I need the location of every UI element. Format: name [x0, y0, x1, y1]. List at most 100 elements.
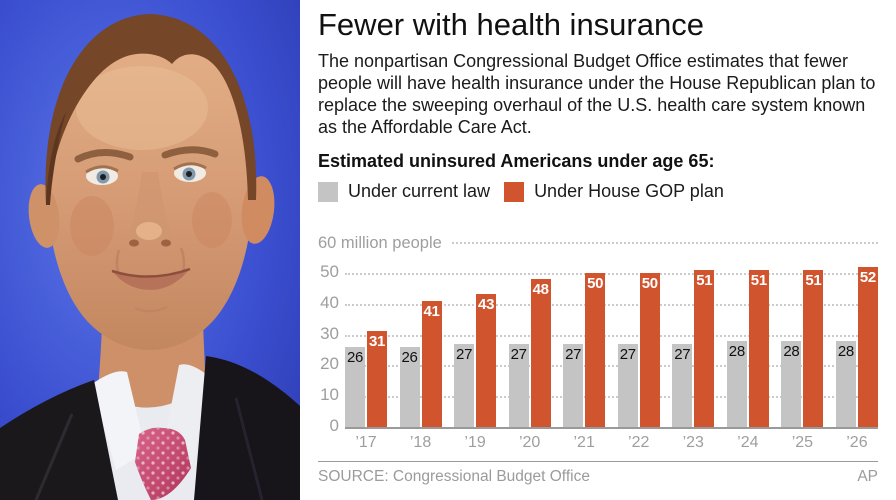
bar-current-law: 28 [781, 340, 802, 427]
x-axis-labels: ’17 ’18 ’19 ’20 ’21 ’22 ’23 ’24 ’25 ’26 [345, 434, 878, 452]
gridline [345, 365, 878, 368]
bar-current-law: 27 [563, 343, 584, 427]
bar-group: 27 43 [454, 294, 497, 427]
bar-value-label: 27 [619, 345, 636, 363]
speaker-photo [0, 0, 300, 500]
legend-swatch-gray [318, 181, 338, 202]
hair-side-left [46, 112, 66, 205]
left-eyelid [85, 165, 119, 174]
graphic-title: Fewer with health insurance [318, 7, 704, 42]
bar-group: 27 51 [672, 269, 715, 427]
bar-gop-plan: 41 [421, 300, 442, 427]
y-tick-label: 20 [320, 354, 339, 374]
left-nostril [129, 239, 139, 247]
right-eyelid [173, 162, 207, 171]
bar-gop-plan: 51 [748, 269, 769, 427]
y-tick-label: 30 [320, 323, 339, 343]
suit-left-shoulder [0, 380, 118, 500]
left-ear [28, 184, 60, 248]
bar-value-label: 27 [510, 345, 527, 363]
bar-current-law: 27 [617, 343, 638, 427]
bar-group: 28 52 [835, 266, 878, 427]
chart-heading: Estimated uninsured Americans under age … [318, 151, 715, 171]
bar-value-label: 51 [750, 271, 767, 289]
bar-value-label: 28 [783, 342, 800, 360]
bar-gop-plan: 48 [530, 279, 551, 427]
forehead-highlight [76, 66, 208, 150]
bar-gop-plan: 51 [803, 269, 824, 427]
bar-value-label: 41 [423, 302, 440, 320]
portrait-illustration [0, 0, 300, 500]
x-tick-label: ’26 [846, 434, 868, 451]
gridline [345, 242, 878, 244]
right-eyebrow [161, 146, 219, 159]
x-tick-label: ’23 [682, 434, 704, 451]
left-eye-pupil [100, 174, 106, 180]
chart-legend: Under current law Under House GOP plan [318, 181, 878, 202]
bar-value-label: 31 [368, 333, 386, 351]
bar-value-label: 48 [532, 281, 549, 298]
bar-gop-plan: 50 [639, 272, 660, 427]
credit-text: AP [857, 468, 878, 485]
x-tick-label: ’24 [737, 434, 759, 451]
y-tick-label: 10 [320, 385, 339, 405]
suit-right-shoulder [194, 356, 300, 500]
bar-value-label: 43 [478, 296, 495, 314]
mouth [113, 270, 189, 290]
bar-gop-plan: 50 [585, 272, 606, 427]
legend-swatch-orange [504, 181, 525, 202]
bar-group: 26 41 [399, 300, 442, 427]
bar-group: 26 31 [345, 331, 387, 427]
chart-plot: 60 million people 26 31 26 41 27 43 27 48 27 50 27… [318, 234, 878, 435]
bar-gop-plan: 51 [694, 269, 715, 427]
bar-value-label: 27 [674, 345, 691, 363]
gridline [345, 334, 878, 337]
y-tick-label: 40 [320, 292, 339, 312]
bar-group: 28 51 [781, 269, 824, 427]
bars-row: 26 31 26 41 27 43 27 48 27 50 27 50 27 51 28 51 28 51 28 52 [345, 244, 878, 427]
bar-current-law: 26 [399, 346, 420, 427]
graphic-description: The nonpartisan Congressional Budget Off… [318, 51, 876, 137]
bar-group: 27 50 [563, 272, 606, 427]
bar-value-label: 51 [805, 271, 822, 289]
shirt-collar-left [92, 371, 146, 470]
bar-current-law: 28 [726, 340, 747, 427]
lip-line [111, 267, 191, 278]
bar-value-label: 51 [696, 271, 713, 289]
legend-label-gop-plan: Under House GOP plan [534, 181, 724, 201]
suit-lapel-line-right [234, 397, 264, 500]
gridline [345, 396, 878, 399]
bar-value-label: 50 [641, 274, 658, 292]
bar-group: 27 48 [508, 279, 551, 427]
legend-item-current-law: Under current law [318, 181, 490, 202]
source-text: SOURCE: Congressional Budget Office [318, 468, 590, 485]
bar-gop-plan: 52 [857, 266, 878, 427]
bar-value-label: 27 [456, 345, 473, 363]
suit-lapel-line [34, 413, 74, 500]
bar-current-law: 27 [508, 343, 529, 427]
bar-value-label: 28 [837, 342, 854, 360]
chin-crease [134, 306, 168, 313]
right-eye-pupil [186, 171, 192, 177]
bar-current-law: 27 [672, 343, 693, 427]
x-tick-label: ’21 [573, 434, 595, 451]
bar-current-law: 26 [345, 346, 365, 427]
hair [45, 14, 257, 205]
source-row: SOURCE: Congressional Budget Office AP [318, 468, 878, 486]
bar-current-law: 27 [454, 343, 475, 427]
x-tick-label: ’22 [628, 434, 650, 451]
x-tick-label: ’20 [518, 434, 541, 451]
tie-pattern [135, 427, 191, 500]
y-tick-label: 0 [329, 416, 339, 435]
bar-value-label: 26 [346, 348, 364, 366]
bar-value-label: 50 [587, 274, 604, 292]
legend-label-current-law: Under current law [348, 181, 491, 201]
infographic-panel: Fewer with health insurance The nonparti… [300, 0, 896, 500]
x-tick-label: ’17 [355, 434, 377, 451]
nose-tip [136, 222, 162, 240]
left-eyebrow [74, 149, 134, 163]
gridline [345, 272, 878, 275]
bar-gop-plan: 31 [367, 331, 387, 427]
bar-group: 27 50 [617, 272, 660, 427]
